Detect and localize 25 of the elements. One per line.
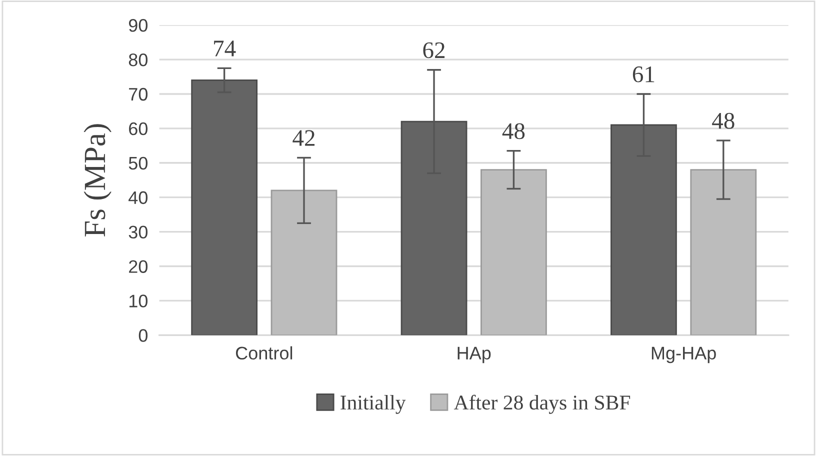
- x-tick-label: Mg-HAp: [652, 346, 716, 364]
- legend-label: Initially: [340, 394, 406, 414]
- data-label: 48: [712, 112, 734, 129]
- data-label: 42: [292, 130, 315, 146]
- bar: [690, 169, 757, 336]
- y-tick-label: 10: [130, 294, 148, 308]
- data-label: 62: [423, 42, 445, 58]
- y-tick-label: 0: [138, 329, 148, 342]
- x-tick-label: HAp: [458, 346, 491, 364]
- data-label: 61: [632, 66, 654, 82]
- y-tick-label: 30: [128, 226, 148, 239]
- x-tick-label: Control: [236, 346, 292, 360]
- legend-label: After 28 days in SBF: [454, 394, 630, 414]
- y-tick-label: 60: [129, 122, 148, 136]
- y-tick-label: 80: [128, 53, 148, 66]
- y-tick-label: 50: [128, 156, 148, 170]
- bar: [270, 190, 338, 336]
- bar: [480, 169, 547, 336]
- y-tick-label: 20: [129, 260, 148, 273]
- y-tick-label: 70: [129, 88, 148, 101]
- y-tick-label: 90: [128, 19, 148, 32]
- data-label: 48: [502, 123, 525, 140]
- y-axis-title: Fs (MPa): [84, 124, 112, 237]
- data-label: 74: [214, 40, 236, 56]
- y-tick-label: 40: [128, 191, 148, 204]
